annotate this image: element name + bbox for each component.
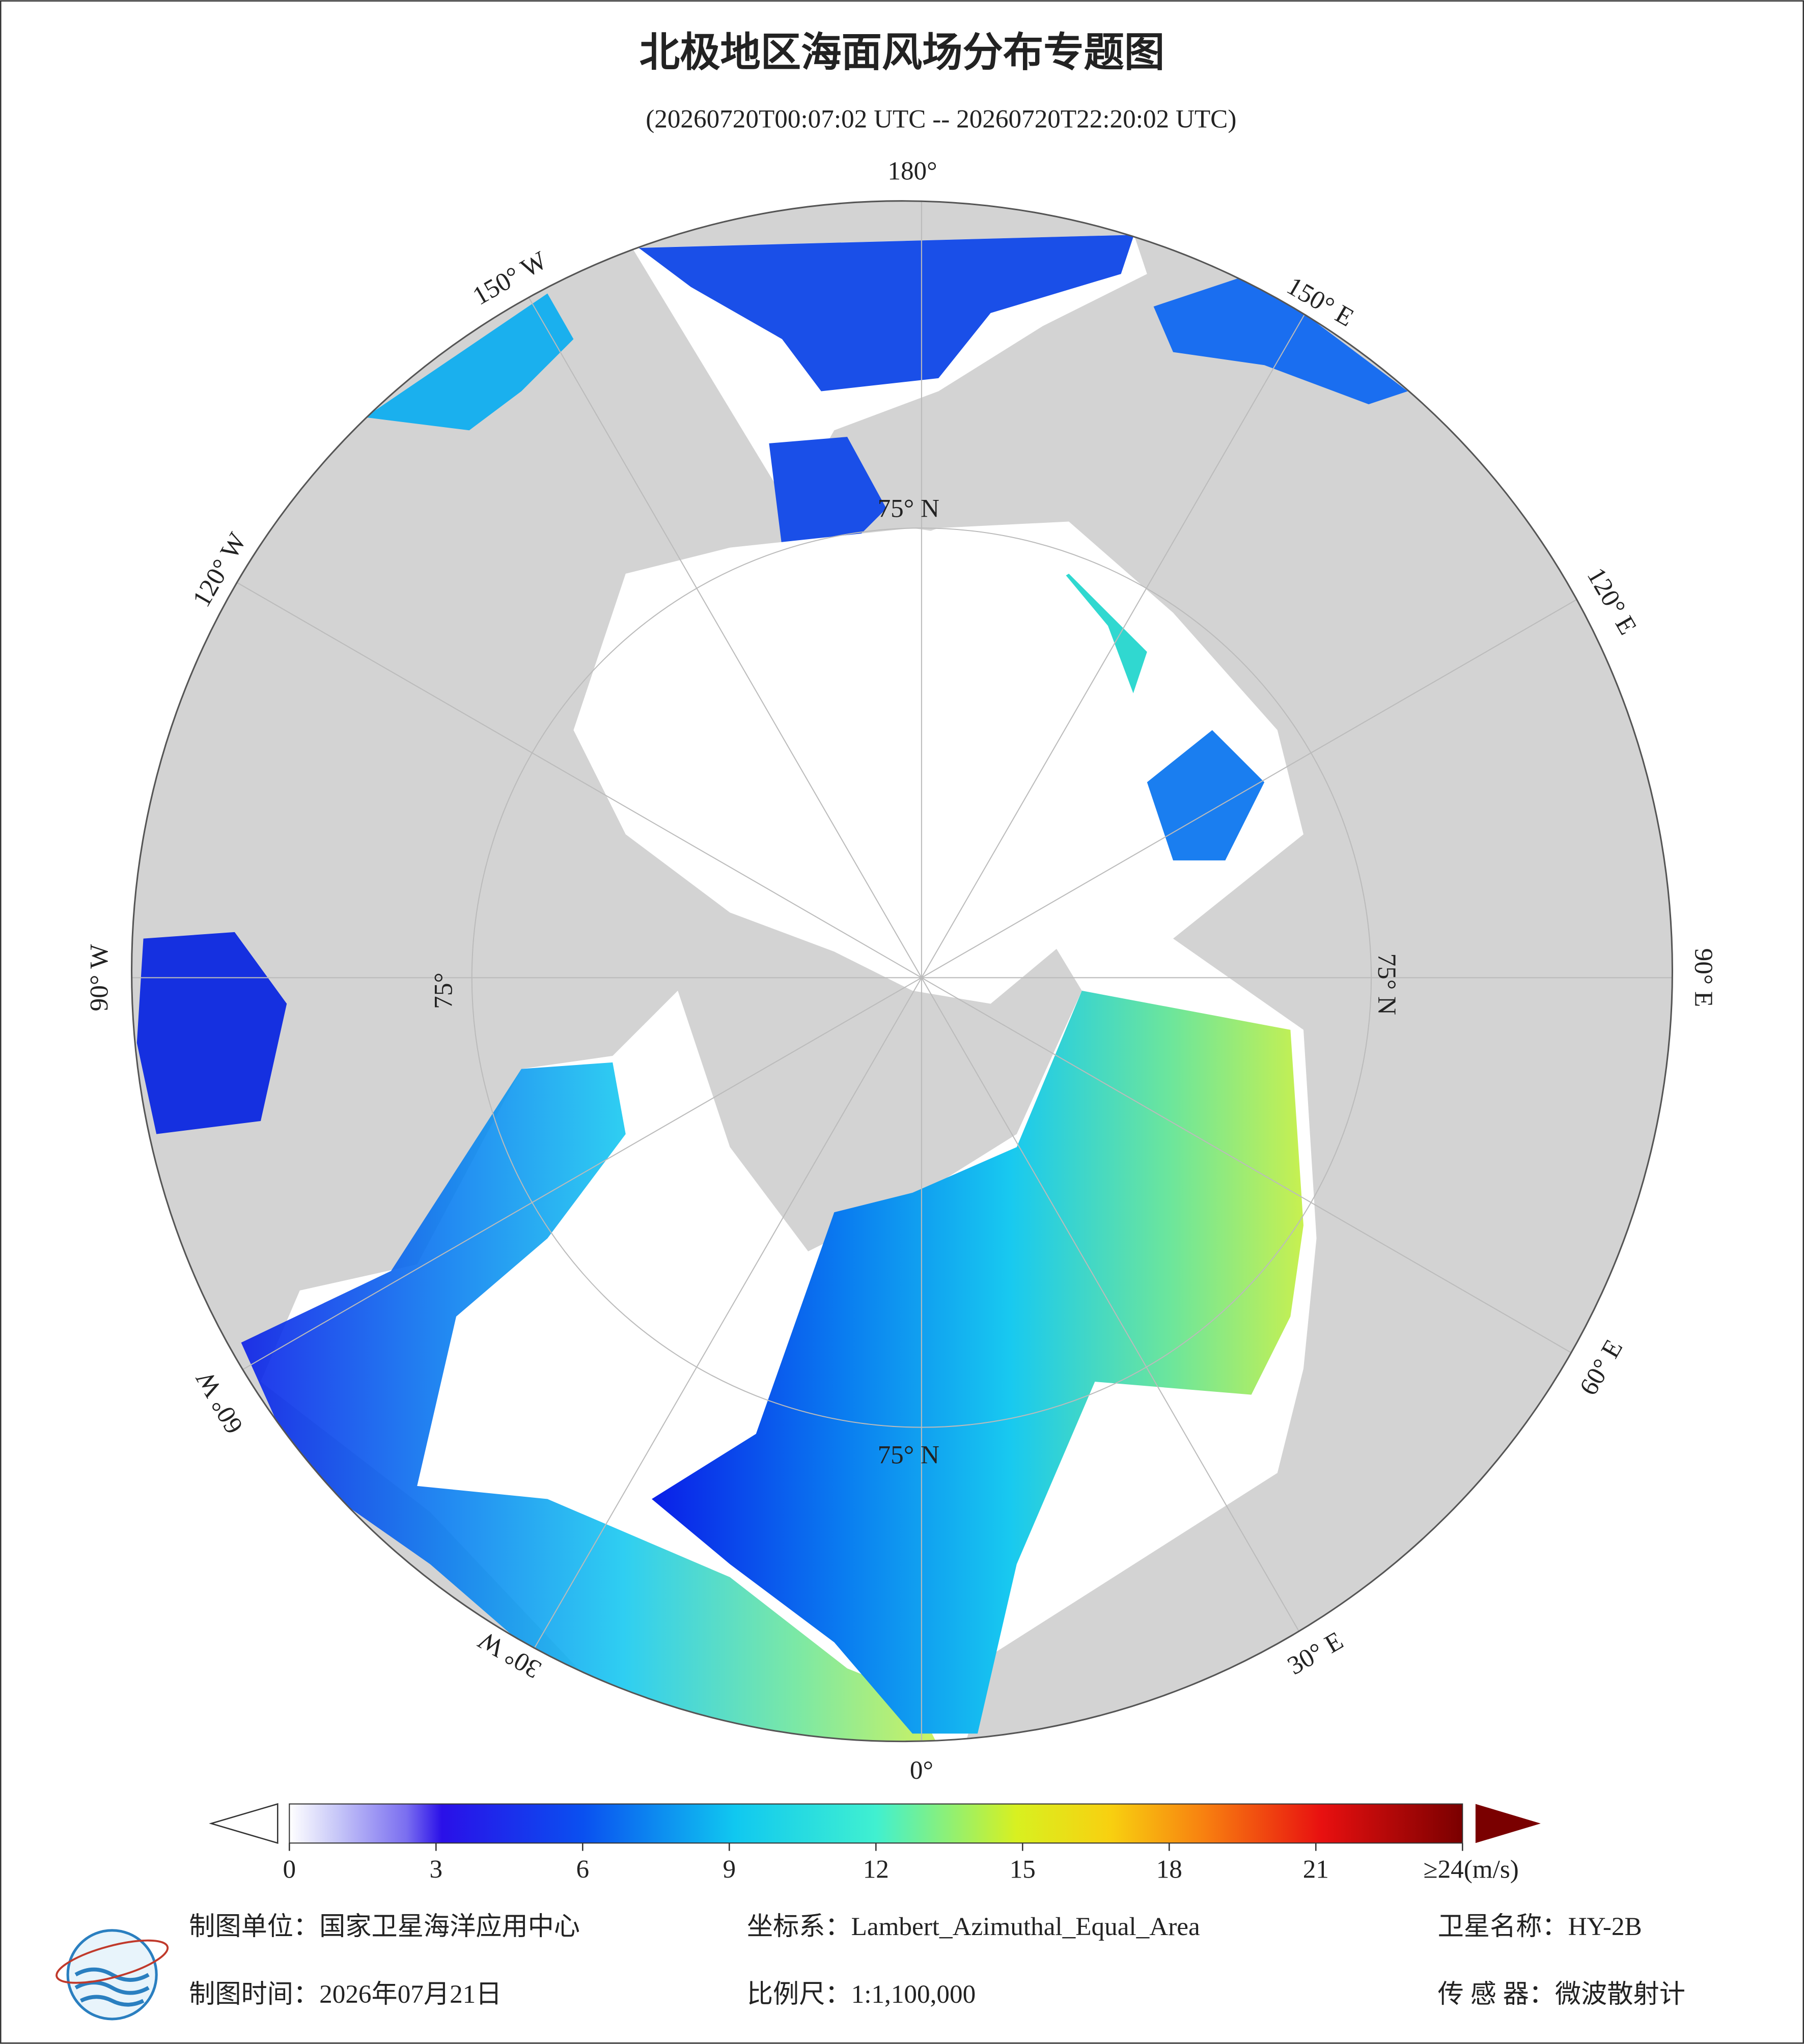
wind-patch (651, 991, 1303, 1734)
colorbar-tick-label: 12 (863, 1855, 889, 1884)
logo (55, 1929, 169, 2021)
meridian (131, 521, 922, 978)
colorbar-under (209, 1803, 279, 1844)
footer-crs: 坐标系：Lambert_Azimuthal_Equal_Area (747, 1912, 1200, 1941)
sea-ice (573, 528, 1147, 1004)
lat-label: 75° (429, 972, 458, 1009)
footer-unit: 制图单位：国家卫星海洋应用中心 (189, 1912, 580, 1941)
footer-scale: 比例尺：1:1,100,000 (747, 1980, 976, 2009)
lon-label: 90° E (1689, 948, 1718, 1007)
subtitle: (20260720T00:07:02 UTC -- 20260720T22:20… (646, 104, 1236, 133)
wind-patch (241, 1062, 939, 1742)
title: 北极地区海面风场分布专题图 (640, 29, 1164, 76)
footer-sensor: 传 感 器：微波散射计 (1438, 1980, 1685, 2009)
meridian (921, 201, 1378, 978)
wind-patch (1147, 730, 1265, 861)
footer-satellite: 卫星名称：HY-2B (1438, 1912, 1642, 1941)
meridian (131, 977, 922, 1435)
colorbar: 0 3 6 9 12 15 18 21 ≥24(m/s) (209, 1803, 1541, 1884)
colorbar-tick-label: ≥24(m/s) (1423, 1855, 1518, 1884)
lon-label: 90° W (85, 944, 114, 1012)
lat-label: 75° N (1372, 954, 1401, 1015)
colorbar-tick-label: 21 (1303, 1855, 1329, 1884)
colorbar-tick-label: 0 (283, 1855, 296, 1884)
map-border (131, 200, 1673, 1743)
meridian (465, 201, 922, 978)
colorbar-tick-label: 18 (1156, 1855, 1182, 1884)
meridian (465, 977, 922, 1742)
wind-patch (769, 437, 886, 561)
colorbar-tick-label: 15 (1010, 1855, 1036, 1884)
colorbar-over (1475, 1804, 1541, 1843)
lon-label: 180° (887, 157, 937, 186)
colorbar-tick-label: 6 (576, 1855, 590, 1884)
wind-patch (136, 932, 287, 1134)
graticule (131, 201, 1673, 1742)
colorbar-tick-label: 9 (723, 1855, 736, 1884)
wind-patch (1153, 274, 1408, 405)
footer-date: 制图时间：2026年07月21日 (189, 1980, 502, 2009)
wind-patch (639, 235, 1134, 391)
colorbar-body (289, 1803, 1463, 1844)
lat-label: 75° N (878, 1440, 939, 1469)
lat-label: 75° N (878, 494, 939, 523)
parallel-75 (471, 527, 1372, 1428)
lon-label: 0° (910, 1756, 933, 1785)
colorbar-tick-label: 3 (430, 1855, 443, 1884)
wind-patch (365, 293, 574, 431)
map (131, 201, 1673, 1742)
